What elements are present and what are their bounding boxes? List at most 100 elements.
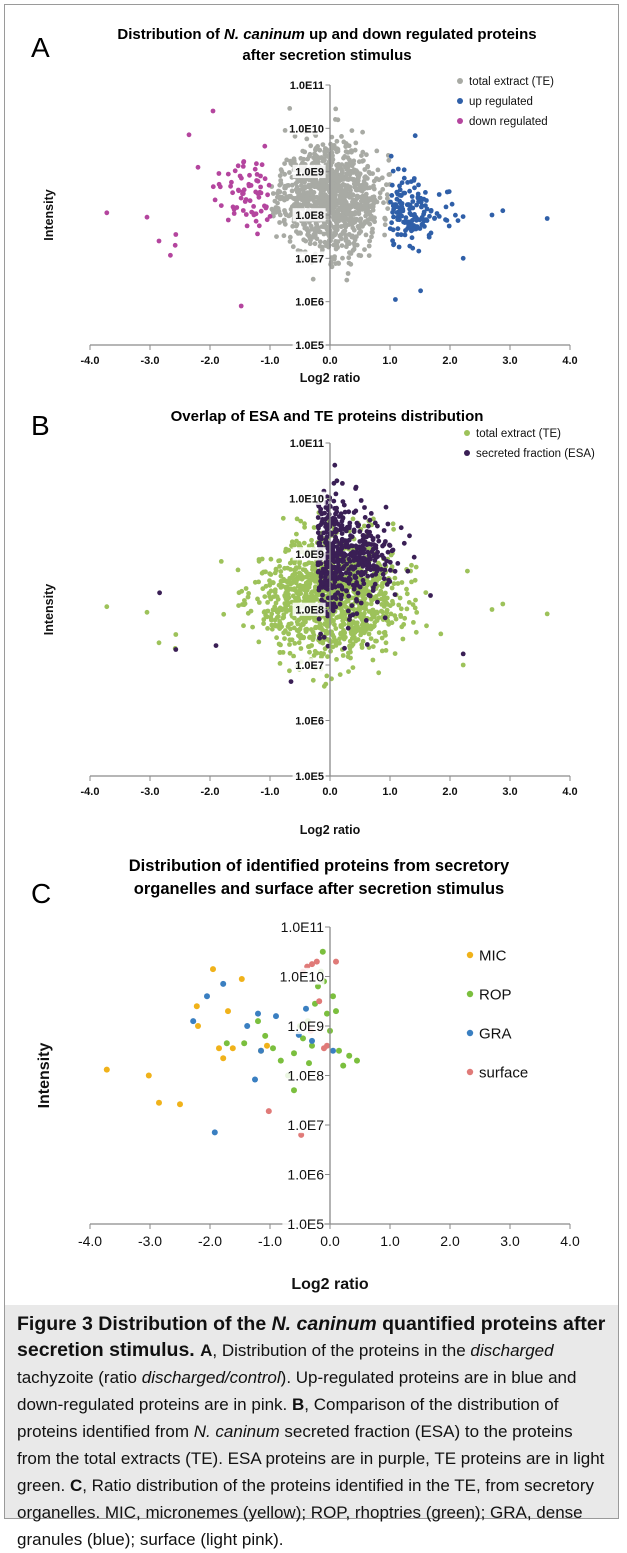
data-point [232,168,238,174]
legend-marker [457,118,463,124]
data-point [308,627,314,632]
data-point [144,214,150,220]
data-point [366,530,371,536]
data-point [395,166,401,172]
data-point [370,607,375,613]
data-point [204,993,210,1000]
data-point [383,504,389,510]
data-point [275,614,281,619]
data-point [257,189,263,195]
data-point [273,205,279,210]
data-point [235,567,241,573]
data-point [384,558,390,564]
legend: total extract (TE) secreted fraction (ESA… [464,428,595,460]
data-point [324,243,329,249]
data-point [310,179,316,185]
data-point [412,185,417,191]
data-point [289,587,295,592]
data-point [343,188,349,194]
data-point [256,579,261,585]
data-point [362,556,368,562]
data-point [301,222,306,227]
data-point [378,588,384,594]
data-point [304,561,309,567]
data-point [247,198,253,204]
data-point [265,192,270,198]
data-point [330,558,336,563]
data-point [333,539,339,544]
data-point [340,481,345,486]
data-point [104,210,110,216]
data-point [255,1010,261,1017]
data-point [252,166,258,172]
data-point [339,614,345,620]
data-point [398,606,404,612]
data-point [366,563,372,568]
data-point [156,238,162,244]
data-point [294,531,299,537]
data-point [333,626,339,631]
data-point [239,588,245,594]
data-point [335,117,341,123]
data-point [361,540,366,545]
data-point [370,657,376,663]
data-point [354,1057,360,1064]
data-point [330,612,336,617]
data-point [389,182,395,188]
legend-marker [466,951,474,959]
data-point [329,150,335,156]
data-point [344,142,350,148]
data-point [378,567,384,572]
data-point [419,215,425,220]
data-point [291,1050,297,1057]
data-point [210,966,216,973]
data-point [320,652,326,657]
data-point [336,614,341,620]
chart-b: B Overlap of ESA and TE proteins distrib… [31,408,595,837]
data-point [221,611,227,617]
data-point [322,510,327,516]
data-point [383,590,388,596]
data-point [387,543,393,548]
data-point [262,1032,269,1039]
data-point [272,617,278,623]
data-point [302,185,308,191]
legend-label: surface [479,1064,528,1081]
data-point [320,592,325,598]
data-point [254,161,259,167]
data-point [316,568,321,574]
data-point [398,193,404,199]
data-point [384,182,389,188]
data-point [409,194,415,199]
data-point [320,185,325,190]
data-point [311,635,316,641]
y-tick-label: 1.0E11 [281,919,325,935]
data-point [373,555,379,561]
data-point [410,245,416,251]
data-point [320,517,325,522]
data-point [293,187,299,193]
data-point [218,203,224,209]
data-point [347,552,353,558]
data-point [177,1101,183,1108]
data-point [306,584,312,590]
data-point [253,218,259,224]
panel-b: B Overlap of ESA and TE proteins distrib… [5,397,618,847]
data-point [347,558,353,564]
data-point [372,215,377,221]
data-point [277,173,283,179]
data-point [302,225,308,231]
data-point [244,1023,251,1029]
data-point [370,226,375,232]
data-point [331,634,337,640]
y-tick-label-bg [292,251,326,265]
data-point [299,615,304,621]
data-point [304,626,310,632]
data-point [331,638,337,644]
data-point [367,517,373,523]
data-point [371,183,376,189]
data-point [338,216,344,222]
data-point [388,153,394,159]
data-point [333,604,339,610]
data-point [367,221,373,227]
